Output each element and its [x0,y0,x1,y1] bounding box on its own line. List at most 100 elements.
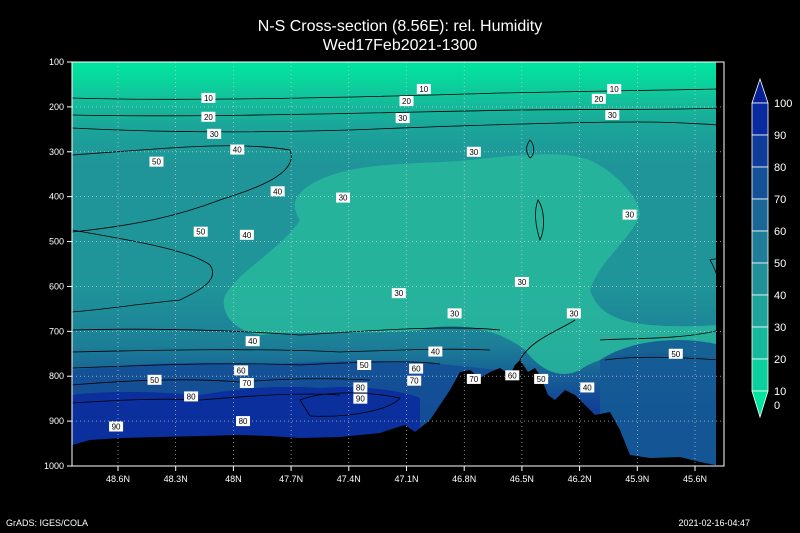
contour-label: 30 [517,278,526,287]
contour-label-box [184,391,199,402]
x-tick-label: 48N [225,474,242,484]
x-tick-label: 47.1N [394,474,418,484]
contour-label: 30 [625,211,634,220]
contour-label-box [447,308,462,319]
contour-label: 20 [594,95,603,104]
y-tick-label: 100 [49,57,64,67]
footer-timestamp: 2021-02-16-04:47 [678,518,750,528]
contour-label-box [234,365,249,376]
x-tick-label: 46.2N [568,474,592,484]
contour-label: 80 [356,383,365,392]
colorbar-segment [751,230,769,264]
footer-credit: GrADS: IGES/COLA [6,518,89,528]
colorbar-label: 70 [774,194,786,206]
contour-label-box [149,156,164,167]
contour-label: 30 [450,309,459,318]
contour-label-box [395,113,410,124]
x-tick-label: 48.3N [164,474,188,484]
colorbar-label: 50 [774,258,786,270]
contour-label: 20 [402,97,411,106]
colorbar-segment [751,166,769,200]
contour-label: 30 [210,130,219,139]
colorbar-label: 10 [774,386,786,398]
x-tick-label: 47.7N [279,474,303,484]
contour-label: 10 [419,85,428,94]
contour-label-box [505,370,520,381]
contour-label-box [580,382,595,393]
contour-label-box [399,96,414,107]
contour-label-box [357,360,372,370]
contour-label-box [514,276,529,287]
colorbar-label: 100 [774,98,792,110]
contour-label: 70 [242,379,251,388]
contour-label: 60 [237,366,246,375]
colorbar-segment [751,262,769,296]
contour-label: 70 [410,377,419,386]
y-tick-label: 500 [49,237,64,247]
contour-label: 50 [150,376,159,385]
contour-label-box [391,288,406,299]
contour-label: 30 [569,309,578,318]
x-tick-label: 45.6N [683,474,707,484]
colorbar-label: 40 [774,290,786,302]
x-tick-label: 48.6N [106,474,130,484]
chart-title: N-S Cross-section (8.56E): rel. Humidity [257,18,543,35]
dry-region [223,154,721,374]
colorbar-top-arrow [751,77,769,104]
contour-label: 40 [583,383,592,392]
colorbar-bottom-arrow [751,390,769,419]
contour-label-box [109,421,124,432]
x-tick-label: 45.9N [625,474,649,484]
contour-label: 10 [610,85,619,94]
contour-label: 40 [273,187,282,196]
x-tick-label: 46.5N [510,474,534,484]
colorbar-segment [751,294,769,328]
colorbar-label: 80 [774,162,786,174]
contour-label: 40 [248,337,257,346]
contour-label: 40 [242,231,251,240]
terrain [72,360,720,466]
contour-label: 70 [469,375,478,384]
contour-label-box [236,416,251,427]
y-tick-label: 700 [49,326,64,336]
x-axis: 48.6N 48.3N 48N 47.7N 47.4N 47.1N 46.8N 46.5N 46… [106,466,707,484]
moist-south-region [600,340,720,466]
contour-label-box [605,109,620,120]
colorbar-segment [751,198,769,232]
colorbar-label: 30 [774,322,786,334]
contour-label-box [201,111,216,122]
contour-label: 80 [187,392,196,401]
contour-label: 30 [339,194,348,203]
contour-label-box [207,128,222,139]
colorbar-label: 60 [774,226,786,238]
contour-label-box [409,363,424,374]
y-tick-label: 600 [49,281,64,291]
plot-frame [71,61,725,467]
contour-label: 50 [537,375,546,384]
x-tick-label: 47.4N [337,474,361,484]
right-edge-strip [716,62,724,466]
contour-label: 30 [398,114,407,123]
y-tick-label: 200 [49,102,64,112]
contour-label-box [534,373,549,384]
colorbar-label: 0 [774,400,780,412]
colorbar-segment [751,102,769,136]
colorbar-label: 90 [774,130,786,142]
colorbar-label: 20 [774,354,786,366]
contour-lines [71,88,721,417]
contour-label-box [193,226,208,237]
y-tick-label: 1000 [44,461,64,471]
contour-label: 90 [356,395,365,404]
contour-label: 20 [204,113,213,122]
colorbar: 0 10 20 30 40 50 60 70 80 90 100 [751,77,792,419]
contour-label-box [416,83,431,94]
y-tick-label: 300 [49,147,64,157]
contour-label: 50 [196,228,205,237]
contour-label-box [239,229,254,240]
colorbar-segment [751,358,769,392]
contour-label-box [230,144,245,155]
contour-label: 50 [360,361,369,370]
y-tick-label: 400 [49,192,64,202]
colorbar-segment [751,326,769,360]
